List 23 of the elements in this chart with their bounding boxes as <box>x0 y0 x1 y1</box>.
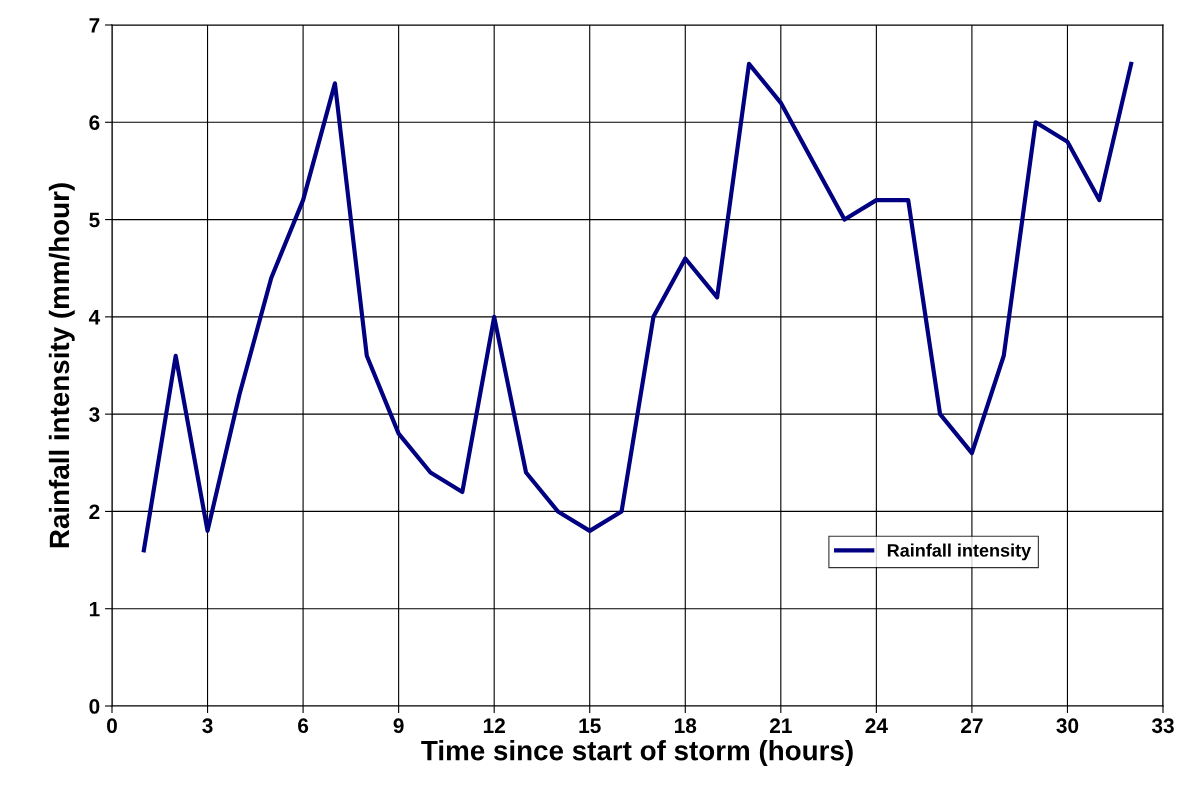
y-tick-label: 2 <box>89 504 100 519</box>
y-tick-label: 3 <box>89 407 100 422</box>
x-tick-label: 30 <box>1056 718 1079 734</box>
x-tick-label: 6 <box>298 718 309 734</box>
y-tick-label: 5 <box>89 212 100 228</box>
x-tick-label: 33 <box>1151 718 1174 734</box>
y-tick-label: 1 <box>89 601 100 617</box>
y-tick-label: 0 <box>89 699 100 714</box>
y-axis-title: Rainfall intensity (mm/hour) <box>48 183 75 548</box>
y-tick-label: 4 <box>88 310 101 325</box>
y-tick-label: 6 <box>89 115 100 131</box>
y-tick-label: 7 <box>89 18 100 33</box>
x-tick-label: 24 <box>865 718 888 733</box>
x-tick-label: 9 <box>393 718 404 734</box>
x-tick-label: 3 <box>202 718 213 734</box>
x-axis-title: Time since start of storm (hours) <box>421 740 853 766</box>
x-tick-label: 12 <box>483 718 505 733</box>
x-tick-label: 18 <box>675 718 697 734</box>
x-tick-label: 15 <box>579 718 601 734</box>
x-tick-label: 0 <box>107 718 117 734</box>
x-tick-label: 21 <box>769 718 792 733</box>
legend-label: Rainfall intensity <box>887 543 1032 561</box>
x-tick-label: 27 <box>961 718 983 733</box>
